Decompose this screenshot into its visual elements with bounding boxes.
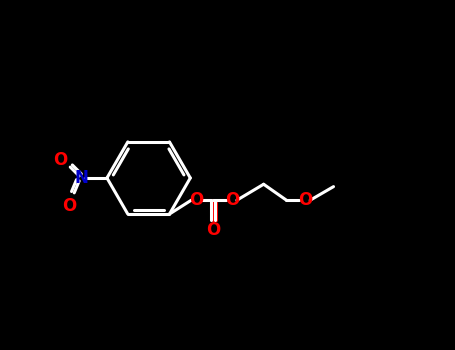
Text: O: O (225, 191, 239, 209)
Text: O: O (62, 197, 76, 215)
Text: O: O (53, 151, 67, 169)
Text: N: N (74, 169, 88, 187)
Text: O: O (298, 191, 313, 209)
Text: O: O (189, 191, 203, 209)
Text: O: O (206, 221, 220, 239)
